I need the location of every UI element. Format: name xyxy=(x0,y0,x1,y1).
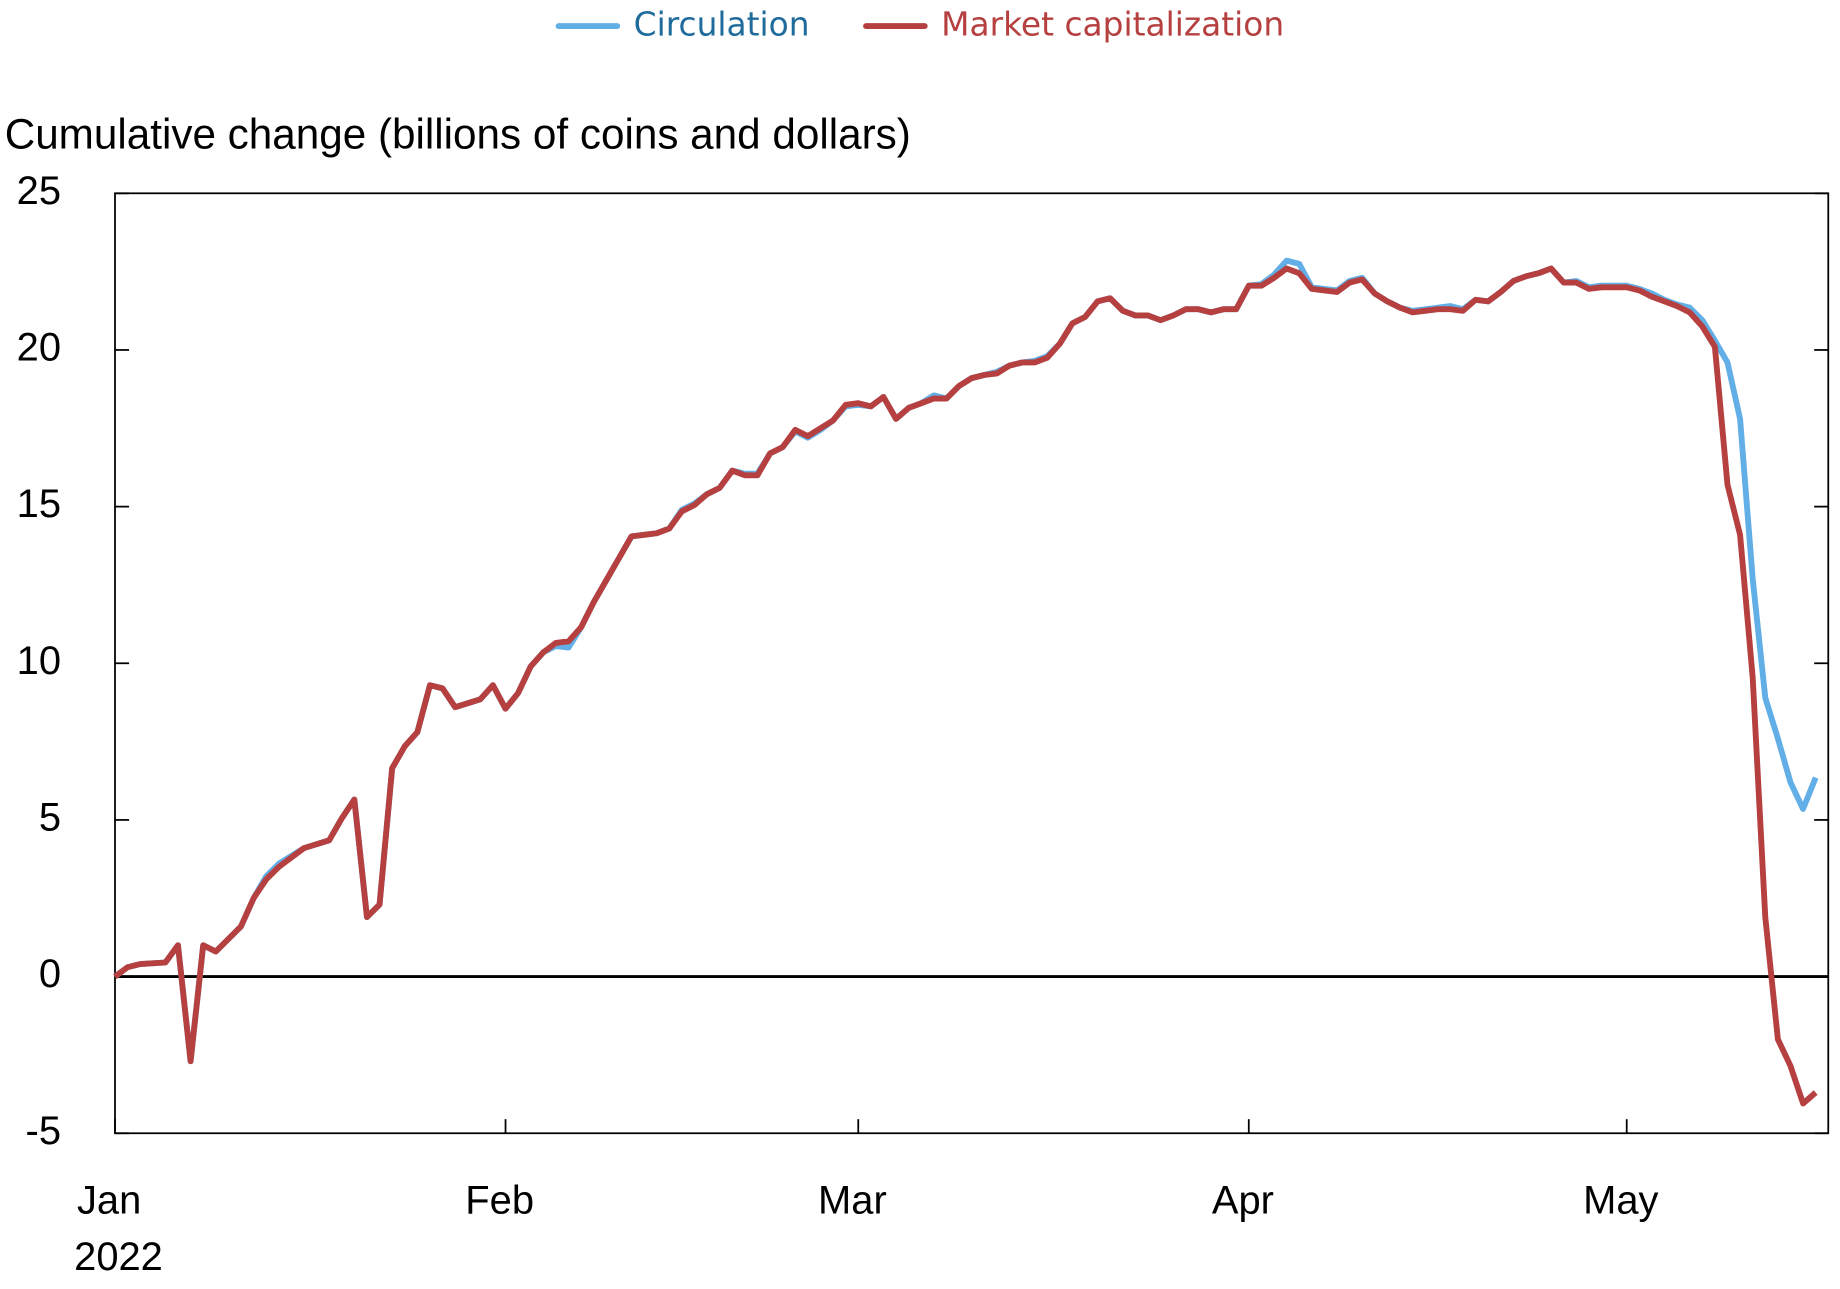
y-tick-label: 5 xyxy=(39,795,61,839)
y-tick-label: 15 xyxy=(17,482,61,526)
x-tick-label: Jan xyxy=(77,1179,141,1223)
legend-label: Market capitalization xyxy=(941,6,1284,44)
y-tick-label: -5 xyxy=(26,1109,61,1153)
y-tick-label: 25 xyxy=(17,169,61,213)
series-line xyxy=(113,265,1818,1107)
y-tick-label: 10 xyxy=(17,639,61,683)
x-tick-label: May xyxy=(1583,1179,1658,1223)
y-tick-label: 0 xyxy=(39,952,61,996)
y-axis-label: Cumulative change (billions of coins and… xyxy=(5,111,911,158)
plot-frame xyxy=(114,192,1830,1135)
legend-label: Circulation xyxy=(634,6,810,44)
x-tick-label: Mar xyxy=(818,1179,887,1223)
x-tick-label: Apr xyxy=(1212,1179,1274,1223)
y-tick-label: 20 xyxy=(17,325,61,369)
x-year-label: 2022 xyxy=(74,1235,163,1279)
x-tick-label: Feb xyxy=(465,1179,534,1223)
